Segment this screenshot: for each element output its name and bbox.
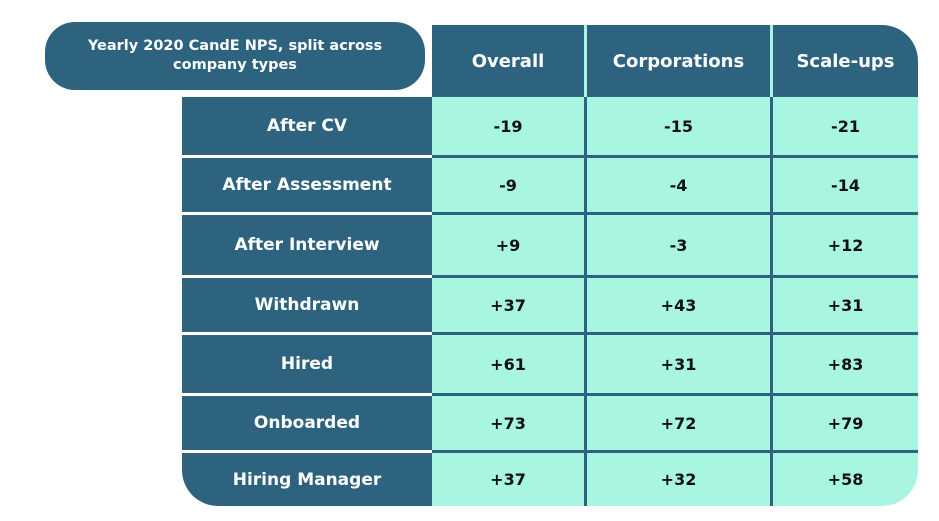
row-label: Withdrawn [182, 275, 432, 332]
table-cell: +61 [432, 332, 584, 393]
table-cell: +37 [432, 450, 584, 506]
table-cell: +79 [770, 393, 918, 450]
row-label: After Assessment [182, 155, 432, 212]
table-cell: +72 [584, 393, 770, 450]
table-cell: +12 [770, 212, 918, 275]
table-cell: +58 [770, 450, 918, 506]
row-label: After CV [182, 97, 432, 155]
table-cell: -19 [432, 97, 584, 155]
table-cell: +31 [584, 332, 770, 393]
table-title: Yearly 2020 CandE NPS, split across comp… [87, 38, 383, 73]
table-cell: +43 [584, 275, 770, 332]
table-cell: +37 [432, 275, 584, 332]
row-label: After Interview [182, 212, 432, 275]
table-cell: -15 [584, 97, 770, 155]
table-cell: +9 [432, 212, 584, 275]
row-label: Onboarded [182, 393, 432, 450]
table-cell: +31 [770, 275, 918, 332]
table-cell: -3 [584, 212, 770, 275]
table-cell: +83 [770, 332, 918, 393]
table-cell: +32 [584, 450, 770, 506]
table-cell: -14 [770, 155, 918, 212]
row-label: Hiring Manager [182, 450, 432, 506]
table-cell: -4 [584, 155, 770, 212]
column-header: Overall [432, 25, 584, 97]
table-cell: -21 [770, 97, 918, 155]
column-header: Corporations [584, 25, 770, 97]
table-cell: -9 [432, 155, 584, 212]
row-label: Hired [182, 332, 432, 393]
table-title-box: Yearly 2020 CandE NPS, split across comp… [45, 22, 425, 90]
table-cell: +73 [432, 393, 584, 450]
column-header: Scale-ups [770, 25, 918, 97]
